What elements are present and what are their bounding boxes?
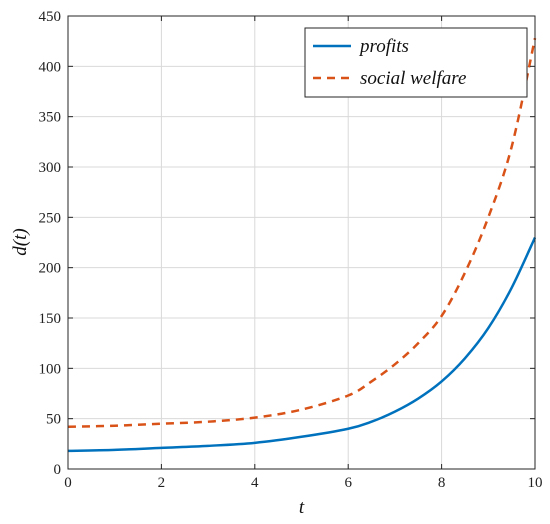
- series-lines: [67, 37, 537, 453]
- x-tick-label: 4: [251, 475, 259, 491]
- x-tick-label: 2: [158, 475, 166, 491]
- x-tick-label: 10: [528, 475, 543, 491]
- y-tick-label: 250: [39, 210, 62, 226]
- x-tick-label: 6: [344, 475, 352, 491]
- y-tick-label: 300: [39, 160, 62, 176]
- x-axis-label: t: [299, 497, 305, 518]
- series-line-social-welfare: [67, 37, 537, 428]
- plot-frame: [67, 15, 536, 470]
- y-tick-label: 0: [54, 462, 62, 478]
- y-tick-label: 200: [39, 261, 62, 277]
- y-tick-label: 100: [39, 361, 62, 377]
- y-tick-label: 450: [39, 9, 62, 25]
- legend-box: [304, 27, 528, 98]
- legend-label-social-welfare: social welfare: [360, 68, 466, 89]
- y-tick-label: 50: [46, 412, 61, 428]
- legend-label-profits: profits: [358, 36, 409, 57]
- y-axis-label: d(t): [10, 228, 31, 255]
- y-tick-label: 400: [39, 59, 62, 75]
- series-line-profits: [67, 236, 537, 453]
- legend: profits social welfare: [304, 27, 528, 98]
- grid: [67, 15, 536, 470]
- y-tick-label: 150: [39, 311, 62, 327]
- x-tick-label: 8: [438, 475, 446, 491]
- x-tick-label: 0: [64, 475, 72, 491]
- y-tick-label: 350: [39, 110, 62, 126]
